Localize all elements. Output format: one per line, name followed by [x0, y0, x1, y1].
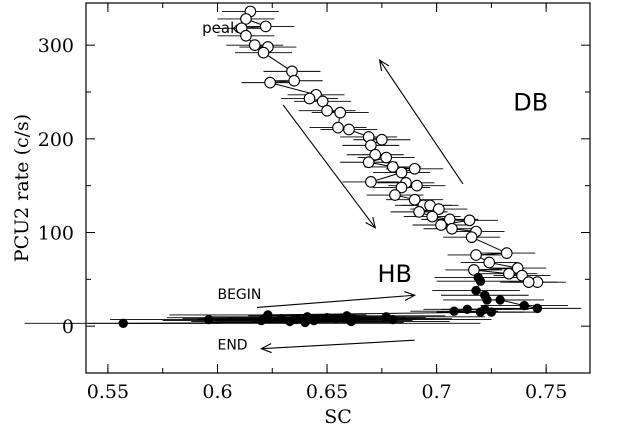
open-circle-point — [500, 247, 513, 259]
open-circle-point — [286, 65, 298, 78]
open-circle-point — [522, 276, 535, 288]
open-circle-point — [240, 29, 252, 42]
annotations: peak DB HB BEGIN END — [202, 19, 548, 354]
axis-ticks — [86, 3, 590, 374]
open-circle-point — [465, 231, 478, 244]
open-circle-point — [503, 267, 515, 280]
open-circle-point — [257, 46, 270, 59]
open-circle-point — [321, 104, 333, 117]
x-axis-label: SC — [324, 406, 352, 427]
arrow-head — [365, 216, 377, 229]
open-circle-point — [303, 92, 316, 105]
open-circle-point — [365, 139, 377, 152]
open-circle-point — [470, 249, 482, 261]
arrow-shaft — [379, 59, 464, 185]
open-circle-point — [411, 179, 423, 192]
open-circle-point — [248, 39, 261, 52]
filled-circle-point — [285, 316, 295, 327]
open-circle-point — [468, 264, 480, 276]
filled-circle-point — [471, 285, 481, 296]
annotation-label: HB — [377, 260, 412, 288]
filled-circle-point — [118, 318, 128, 329]
filled-circle-point — [486, 307, 497, 317]
annotation-label: BEGIN — [217, 287, 261, 303]
open-circle-point — [446, 222, 458, 235]
filled-circle-point — [449, 306, 459, 316]
error-bars — [24, 10, 582, 324]
x-tick-label: 0.75 — [525, 381, 567, 403]
filled-circle-point — [300, 317, 310, 328]
open-circle-point — [375, 133, 388, 146]
open-circle-point — [240, 13, 252, 25]
filled-circle-point — [388, 314, 398, 325]
open-circle-point — [334, 106, 347, 119]
data-markers — [118, 5, 544, 329]
open-circle-point — [483, 256, 496, 269]
open-circle-point — [463, 214, 476, 227]
open-circle-point — [264, 76, 276, 89]
open-circle-point — [362, 156, 375, 169]
arrow-head — [259, 343, 272, 354]
y-tick-label: 200 — [38, 129, 74, 151]
y-tick-label: 0 — [62, 316, 74, 338]
open-circle-point — [316, 95, 329, 108]
open-circle-point — [389, 189, 401, 201]
open-circle-point — [408, 162, 421, 175]
filled-circle-point — [475, 276, 486, 286]
filled-circle-point — [204, 314, 214, 325]
annotation-label: DB — [513, 89, 548, 117]
open-circle-point — [432, 203, 445, 215]
filled-circle-point — [482, 295, 492, 305]
open-circle-point — [386, 161, 399, 173]
open-circle-point — [288, 74, 301, 87]
plot-frame — [85, 2, 591, 374]
filled-circle-point — [322, 313, 332, 323]
filled-circle-point — [519, 300, 529, 311]
annotation-label: END — [217, 338, 247, 354]
filled-circle-point — [495, 295, 505, 305]
x-tick-label: 0.6 — [202, 381, 232, 403]
filled-circle-point — [309, 315, 319, 326]
arrow-shaft — [282, 104, 376, 229]
arrow-head — [404, 291, 417, 301]
filled-circle-point — [462, 304, 472, 315]
open-circle-point — [380, 151, 393, 164]
filled-circle-point — [331, 313, 341, 324]
arrow-head — [378, 59, 390, 72]
y-axis-label: PCU2 rate (c/s) — [11, 114, 33, 262]
tick-labels: 0.55 0.6 0.65 0.7 0.75 0 100 200 300 — [38, 35, 568, 403]
open-circle-point — [435, 219, 447, 231]
filled-circle-point — [276, 313, 286, 324]
open-circle-point — [369, 148, 382, 161]
filled-circle-point — [475, 307, 486, 317]
x-tick-label: 0.65 — [306, 381, 348, 403]
filled-circle-point — [346, 316, 356, 327]
open-circle-point — [426, 210, 439, 223]
y-tick-label: 100 — [38, 222, 74, 244]
open-circle-point — [343, 123, 355, 136]
open-circle-point — [408, 193, 421, 206]
open-circle-point — [259, 20, 272, 33]
filled-circle-point — [256, 315, 267, 326]
open-circle-point — [395, 166, 408, 179]
open-circle-point — [395, 181, 408, 194]
annotation-arrows — [256, 59, 464, 354]
open-circle-point — [332, 121, 344, 134]
y-tick-label: 300 — [38, 35, 74, 57]
annotation-label: peak — [202, 19, 239, 37]
arrow-shaft — [261, 339, 415, 350]
filled-circle-point — [532, 303, 543, 314]
x-tick-label: 0.55 — [87, 381, 129, 403]
arrow-shaft — [256, 294, 415, 308]
open-circle-point — [413, 206, 425, 218]
x-tick-label: 0.7 — [421, 381, 451, 403]
open-series-line — [240, 11, 538, 283]
open-circle-point — [365, 176, 377, 188]
